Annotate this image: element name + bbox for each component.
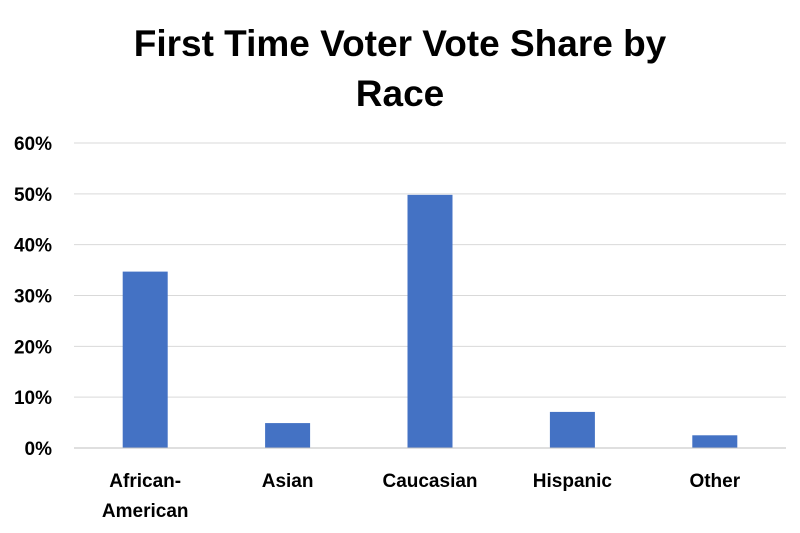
chart-title-line-1: First Time Voter Vote Share by [134, 23, 667, 64]
chart-title-line-2: Race [356, 73, 444, 114]
x-tick-label: African-American [102, 471, 189, 522]
x-axis-tick-labels: African-American Asian Caucasian Hispanic Ot… [102, 471, 741, 522]
y-tick-label: 20% [14, 337, 52, 358]
bar-other [692, 435, 738, 448]
x-tick-label: Other [689, 471, 740, 492]
bars [122, 194, 738, 448]
y-tick-label: 10% [14, 388, 52, 409]
bar-asian [265, 423, 311, 448]
y-tick-label: 50% [14, 185, 52, 206]
y-axis-tick-labels: 0% 10% 20% 30% 40% 50% 60% [14, 134, 52, 460]
x-tick-label: Caucasian [382, 471, 477, 492]
x-tick-label: Hispanic [533, 471, 613, 492]
bar-african-american [122, 271, 168, 448]
y-tick-label: 0% [25, 439, 53, 460]
y-tick-label: 40% [14, 236, 52, 257]
chart-title: First Time Voter Vote Share by Race [134, 23, 667, 114]
y-tick-label: 60% [14, 134, 52, 155]
bar-hispanic [549, 411, 595, 448]
bar-caucasian [407, 194, 453, 448]
x-tick-label: Asian [262, 471, 314, 492]
y-tick-label: 30% [14, 287, 52, 308]
